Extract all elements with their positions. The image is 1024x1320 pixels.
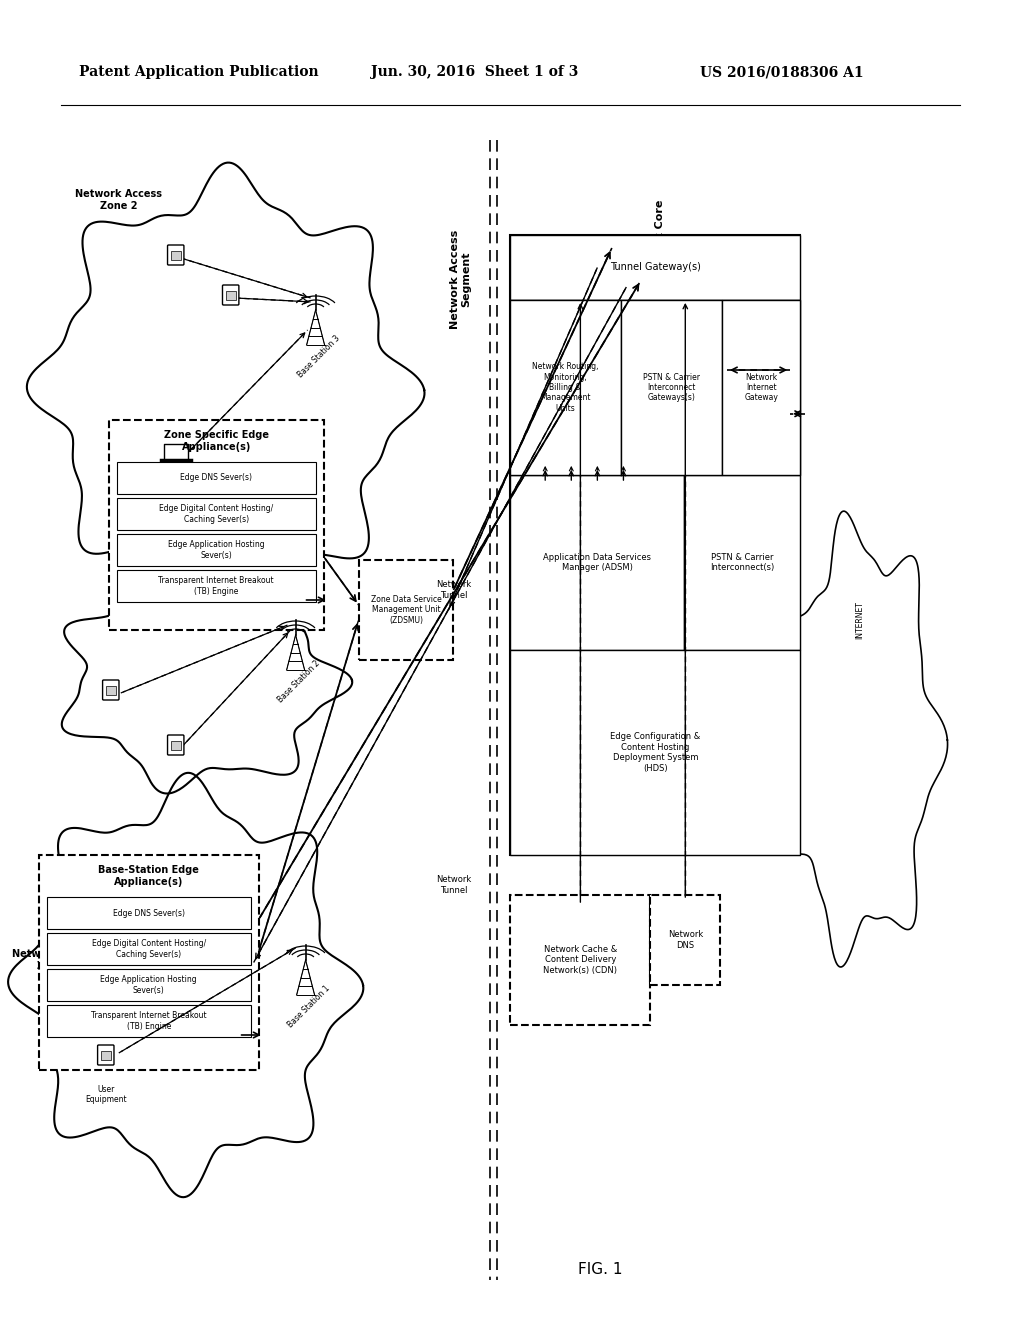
- Text: Network
Tunnel: Network Tunnel: [436, 581, 471, 599]
- Text: Edge DNS Sever(s): Edge DNS Sever(s): [113, 908, 184, 917]
- Polygon shape: [780, 511, 947, 968]
- Text: Tunnel Gateway(s): Tunnel Gateway(s): [610, 263, 700, 272]
- FancyBboxPatch shape: [510, 300, 621, 475]
- FancyBboxPatch shape: [510, 300, 800, 475]
- FancyBboxPatch shape: [168, 246, 184, 265]
- Text: Base Station 3: Base Station 3: [296, 334, 342, 379]
- FancyBboxPatch shape: [102, 680, 119, 700]
- FancyBboxPatch shape: [722, 300, 800, 475]
- Text: Edge Configuration &
Content Hosting
Deployment System
(HDS): Edge Configuration & Content Hosting Dep…: [610, 733, 700, 772]
- Text: Zone Data Service
Management Unit
(ZDSMU): Zone Data Service Management Unit (ZDSMU…: [371, 595, 441, 624]
- Polygon shape: [61, 565, 352, 793]
- FancyBboxPatch shape: [510, 475, 684, 649]
- FancyBboxPatch shape: [510, 895, 650, 1026]
- FancyBboxPatch shape: [168, 735, 184, 755]
- Text: Zone Specific Edge
Appliance(s): Zone Specific Edge Appliance(s): [164, 430, 268, 451]
- FancyBboxPatch shape: [510, 235, 800, 855]
- Text: Network
DNS: Network DNS: [668, 931, 702, 949]
- Text: PSTN & Carrier
Interconnect
Gateways(s): PSTN & Carrier Interconnect Gateways(s): [643, 372, 699, 403]
- Text: Network Access
Zone 2: Network Access Zone 2: [76, 189, 162, 211]
- FancyBboxPatch shape: [117, 570, 315, 602]
- FancyBboxPatch shape: [109, 420, 324, 630]
- FancyBboxPatch shape: [97, 1045, 114, 1065]
- FancyBboxPatch shape: [47, 933, 251, 965]
- Text: Edge Digital Content Hosting/
Caching Sever(s): Edge Digital Content Hosting/ Caching Se…: [159, 504, 273, 524]
- FancyBboxPatch shape: [100, 1052, 111, 1060]
- FancyBboxPatch shape: [47, 969, 251, 1001]
- FancyBboxPatch shape: [171, 251, 181, 260]
- Polygon shape: [164, 444, 187, 459]
- Text: Network Cache &
Content Delivery
Network(s) (CDN): Network Cache & Content Delivery Network…: [544, 945, 617, 975]
- Text: Transparent Internet Breakout
(TB) Engine: Transparent Internet Breakout (TB) Engin…: [159, 577, 274, 595]
- FancyBboxPatch shape: [117, 462, 315, 494]
- Text: Edge Application Hosting
Sever(s): Edge Application Hosting Sever(s): [168, 540, 264, 560]
- Text: . . .: . . .: [207, 595, 225, 605]
- Text: Network Routing,
Monitoring,
Billing &
Management
Units: Network Routing, Monitoring, Billing & M…: [532, 362, 599, 413]
- Text: Network
Internet
Gateway: Network Internet Gateway: [744, 372, 778, 403]
- Text: Application Data Services
Manager (ADSM): Application Data Services Manager (ADSM): [544, 553, 651, 572]
- Text: Network Access
Zone 1: Network Access Zone 1: [12, 949, 99, 970]
- Text: Base-Station Edge
Appliance(s): Base-Station Edge Appliance(s): [98, 865, 200, 887]
- FancyBboxPatch shape: [621, 300, 722, 475]
- Text: Patent Application Publication: Patent Application Publication: [79, 65, 318, 79]
- FancyBboxPatch shape: [39, 855, 259, 1071]
- FancyBboxPatch shape: [650, 895, 720, 985]
- Text: FIG. 1: FIG. 1: [579, 1262, 623, 1278]
- FancyBboxPatch shape: [47, 1005, 251, 1038]
- Text: INTERNET: INTERNET: [856, 601, 864, 639]
- Text: Edge Digital Content Hosting/
Caching Sever(s): Edge Digital Content Hosting/ Caching Se…: [91, 940, 206, 958]
- Text: US 2016/0188306 A1: US 2016/0188306 A1: [700, 65, 864, 79]
- FancyBboxPatch shape: [117, 535, 315, 566]
- Text: Edge Application Hosting
Sever(s): Edge Application Hosting Sever(s): [100, 975, 197, 995]
- FancyBboxPatch shape: [225, 292, 236, 301]
- FancyBboxPatch shape: [684, 475, 800, 649]
- Text: Jun. 30, 2016  Sheet 1 of 3: Jun. 30, 2016 Sheet 1 of 3: [371, 65, 578, 79]
- Text: . . .: . . .: [140, 1030, 158, 1040]
- Text: Edge DNS Sever(s): Edge DNS Sever(s): [180, 474, 252, 483]
- FancyBboxPatch shape: [358, 560, 454, 660]
- Text: Transparent Internet Breakout
(TB) Engine: Transparent Internet Breakout (TB) Engin…: [91, 1011, 207, 1031]
- Text: User
Equipment: User Equipment: [85, 1085, 127, 1105]
- FancyBboxPatch shape: [117, 498, 315, 531]
- Text: Base Station 2: Base Station 2: [276, 659, 322, 704]
- FancyBboxPatch shape: [510, 235, 800, 300]
- Polygon shape: [8, 772, 364, 1197]
- Text: Base Station 1: Base Station 1: [286, 983, 332, 1030]
- Text: PSTN & Carrier
Interconnect(s): PSTN & Carrier Interconnect(s): [710, 553, 774, 572]
- Polygon shape: [27, 162, 425, 618]
- Text: Network Core: Network Core: [655, 201, 666, 285]
- FancyBboxPatch shape: [171, 742, 181, 750]
- Text: Network Access
Segment: Network Access Segment: [450, 230, 471, 329]
- FancyBboxPatch shape: [222, 285, 239, 305]
- FancyBboxPatch shape: [510, 649, 800, 855]
- Text: Network
Tunnel: Network Tunnel: [436, 875, 471, 895]
- FancyBboxPatch shape: [47, 898, 251, 929]
- FancyBboxPatch shape: [105, 686, 116, 696]
